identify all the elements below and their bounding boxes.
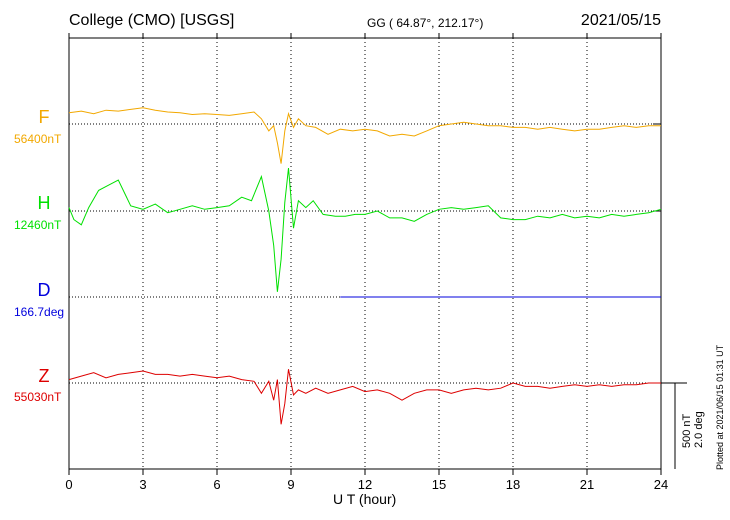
x-tick-label-21: 21 — [580, 477, 594, 492]
series-f-line — [68, 107, 661, 164]
x-tick-label-0: 0 — [65, 477, 72, 492]
baseline-value-h: 12460nT — [14, 218, 62, 232]
station-title: College (CMO) [USGS] — [69, 12, 235, 29]
series-lines — [68, 107, 662, 425]
station-coordinates: GG ( 64.87°, 212.17°) — [367, 16, 484, 30]
baseline-value-z: 55030nT — [14, 390, 62, 404]
x-tick-label-24: 24 — [654, 477, 668, 492]
x-tick-label-9: 9 — [287, 477, 294, 492]
plot-grid — [142, 38, 588, 469]
scale-bar-nt-label: 500 nT — [681, 413, 693, 448]
x-tick-label-6: 6 — [213, 477, 220, 492]
x-tick-label-15: 15 — [432, 477, 446, 492]
channel-label-z: Z — [38, 366, 50, 386]
scale-bar-deg-label: 2.0 deg — [693, 411, 705, 448]
series-h-line — [68, 167, 662, 292]
baseline-value-d: 166.7deg — [14, 305, 65, 319]
x-axis-ticks: 0 3 6 9 12 15 18 21 24 — [65, 33, 668, 492]
channel-label-h: H — [37, 193, 51, 213]
series-z-line — [68, 369, 661, 425]
x-tick-label-3: 3 — [139, 477, 146, 492]
channel-label-f: F — [38, 107, 50, 127]
x-axis-label: U T (hour) — [333, 491, 397, 507]
channel-label-d: D — [37, 280, 51, 300]
x-tick-label-12: 12 — [358, 477, 372, 492]
plotted-timestamp: Plotted at 2021/06/15 01:31 UT — [715, 344, 725, 470]
baseline-value-f: 56400nT — [14, 132, 62, 146]
plot-date: 2021/05/15 — [580, 12, 661, 29]
x-tick-label-18: 18 — [506, 477, 520, 492]
scale-bar — [661, 382, 687, 469]
